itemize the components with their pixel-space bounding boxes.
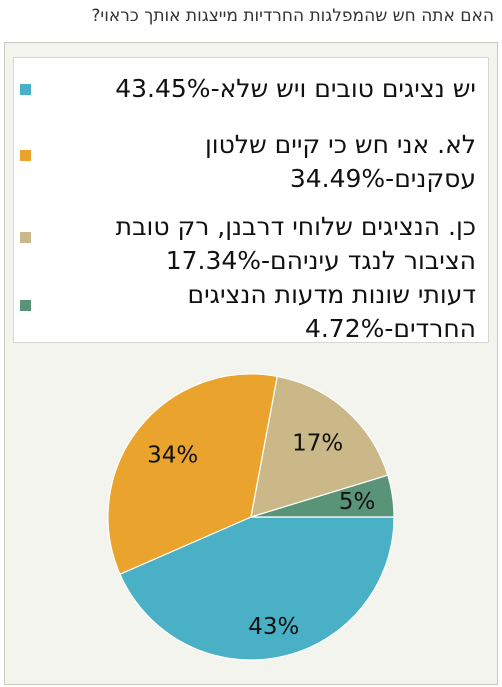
legend-swatch-3 [19, 231, 32, 244]
legend-item-3: כן. הנציגים שלוחי דרבנן, רק טובת הציבור … [19, 210, 476, 278]
chart-panel: יש נציגים טובים ויש שלא-43.45% לא. אני ח… [4, 42, 498, 685]
slice-label-1: 43% [248, 614, 299, 640]
slice-label-3: 17% [292, 430, 343, 456]
slice-label-4: 5% [339, 489, 376, 515]
slice-no-askanim [107, 373, 278, 575]
chart-legend: יש נציגים טובים ויש שלא-43.45% לא. אני ח… [13, 57, 489, 343]
legend-item-1: יש נציגים טובים ויש שלא-43.45% [19, 72, 476, 106]
legend-swatch-1 [19, 83, 32, 96]
legend-swatch-4 [19, 299, 32, 312]
slice-yes-rabbis [250, 375, 389, 518]
slice-different-opinion [250, 474, 395, 518]
legend-label-1: יש נציגים טובים ויש שלא-43.45% [115, 74, 476, 103]
legend-label-2: לא. אני חש כי קיים שלטון עסקנים-34.49% [204, 130, 476, 193]
legend-label-3: כן. הנציגים שלוחי דרבנן, רק טובת הציבור … [115, 212, 476, 275]
slice-agree-partly [119, 516, 395, 661]
slice-label-2: 34% [147, 443, 198, 469]
legend-item-4: דעותי שונות מדעות הנציגים החרדים-4.72% [19, 278, 476, 346]
legend-item-2: לא. אני חש כי קיים שלטון עסקנים-34.49% [19, 128, 476, 196]
poll-question: האם אתה חש שהמפלגות החרדיות מייצגות אותך… [91, 6, 494, 26]
legend-swatch-2 [19, 149, 32, 162]
legend-label-4: דעותי שונות מדעות הנציגים החרדים-4.72% [187, 280, 476, 343]
